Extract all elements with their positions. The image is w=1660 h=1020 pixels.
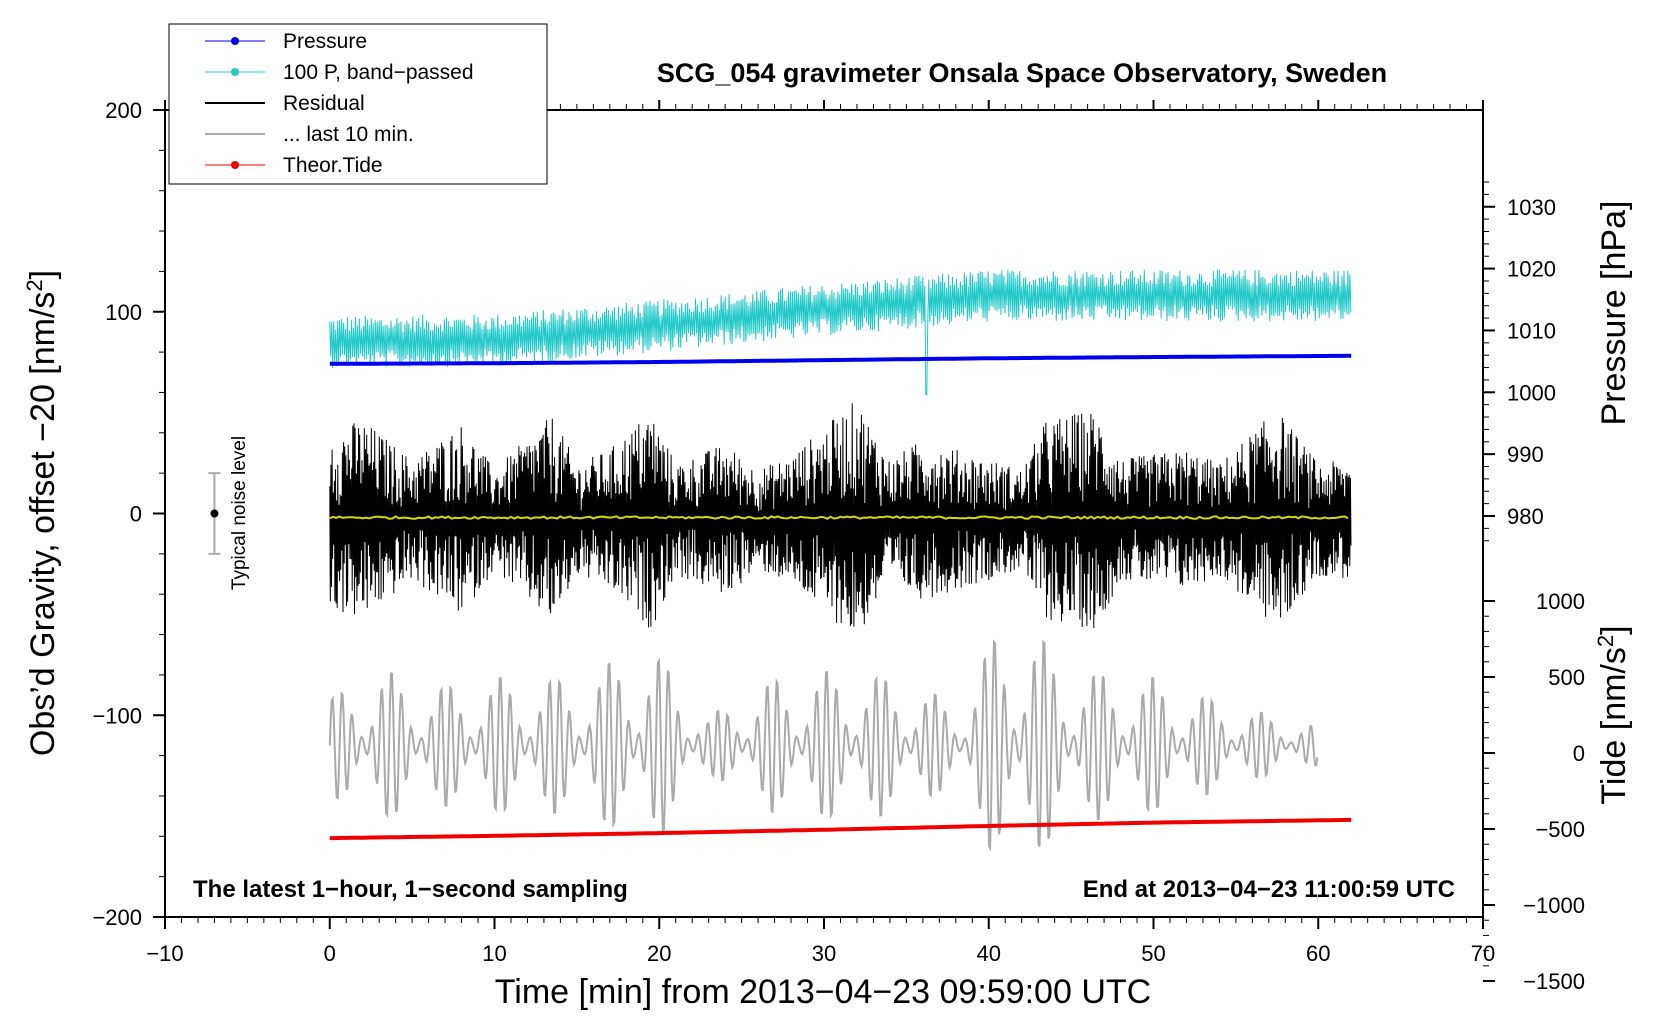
pressure-tick-label: 980 <box>1507 504 1544 529</box>
tide-tick-label: 0 <box>1573 741 1585 766</box>
legend-entries: Pressure 100 P, band−passed Residual ... la… <box>205 30 474 177</box>
tide-tick-label: 1000 <box>1536 589 1585 614</box>
bottom-right-note: End at 2013−04−23 11:00:59 UTC <box>1083 876 1455 903</box>
x-tick-label: 10 <box>482 941 506 966</box>
tide-axis-title-main: Tide [nm/s <box>1595 647 1633 804</box>
x-tick-label: 30 <box>812 941 836 966</box>
series-last-10-min <box>328 639 1319 852</box>
x-tick-label: 60 <box>1306 941 1330 966</box>
pressure-tick-label: 1010 <box>1507 318 1556 343</box>
legend: Pressure 100 P, band−passed Residual ... la… <box>168 23 548 185</box>
series-residual <box>329 403 1352 629</box>
left-axis-ticks: −200 −100 0 100 200 <box>92 98 165 930</box>
legend-label: Pressure <box>283 30 367 53</box>
x-tick-label: 40 <box>977 941 1001 966</box>
left-axis-title: Obs’d Gravity, offset −20 [nm/s2] <box>22 270 62 756</box>
pressure-tick-label: 1030 <box>1507 195 1556 220</box>
noise-indicator: Typical noise level <box>208 436 250 590</box>
tide-axis-ticks: −1500 −1000 −500 0 500 1000 <box>1483 589 1585 994</box>
series-pressure <box>329 353 1352 366</box>
left-tick-label: 0 <box>130 502 142 527</box>
left-tick-label: −200 <box>92 905 142 930</box>
legend-swatch-dot <box>231 37 239 45</box>
legend-swatch-dot <box>231 161 239 169</box>
noise-center-dot <box>210 509 219 518</box>
x-tick-label: 70 <box>1471 941 1495 966</box>
tide-tick-label: −500 <box>1535 817 1585 842</box>
series-theoretical-tide <box>329 817 1352 841</box>
pressure-axis-ticks: 980 990 1000 1010 1020 1030 <box>1483 181 1556 542</box>
legend-label: 100 P, band−passed <box>283 61 474 84</box>
left-tick-label: −100 <box>92 703 142 728</box>
tide-tick-label: 500 <box>1548 665 1585 690</box>
chart-title: SCG_054 gravimeter Onsala Space Observat… <box>657 58 1387 88</box>
tide-tick-label: −1500 <box>1523 969 1585 994</box>
tide-axis-title-end: ] <box>1595 625 1633 634</box>
x-tick-label: −10 <box>146 941 183 966</box>
left-axis-title-sup: 2 <box>22 279 47 291</box>
series-band-passed-pressure <box>329 269 1352 395</box>
x-tick-label: 20 <box>647 941 671 966</box>
x-tick-label: 50 <box>1141 941 1165 966</box>
legend-label: Residual <box>283 92 365 115</box>
series-layer <box>328 269 1352 852</box>
noise-label: Typical noise level <box>229 436 250 590</box>
tide-axis-title-sup: 2 <box>1593 635 1618 647</box>
bottom-left-note: The latest 1−hour, 1−second sampling <box>193 876 628 903</box>
left-tick-label: 100 <box>105 300 142 325</box>
series-residual-mean <box>329 515 1349 520</box>
pressure-tick-label: 1020 <box>1507 257 1556 282</box>
tide-tick-label: −1000 <box>1523 893 1585 918</box>
x-axis-ticks: −10 0 10 20 30 40 50 60 70 <box>146 100 1495 966</box>
legend-label: ... last 10 min. <box>283 123 414 146</box>
pressure-tick-label: 1000 <box>1507 380 1556 405</box>
legend-swatch-dot <box>231 68 239 76</box>
left-tick-label: 200 <box>105 98 142 123</box>
pressure-axis-title: Pressure [hPa] <box>1595 201 1633 426</box>
tide-axis-title: Tide [nm/s2] <box>1593 625 1633 804</box>
left-axis-title-main: Obs’d Gravity, offset −20 [nm/s <box>24 292 62 757</box>
legend-label: Theor.Tide <box>283 154 383 177</box>
left-axis-title-end: ] <box>24 270 62 279</box>
x-axis-title: Time [min] from 2013−04−23 09:59:00 UTC <box>495 973 1151 1011</box>
x-tick-label: 0 <box>324 941 336 966</box>
pressure-tick-label: 990 <box>1507 442 1544 467</box>
